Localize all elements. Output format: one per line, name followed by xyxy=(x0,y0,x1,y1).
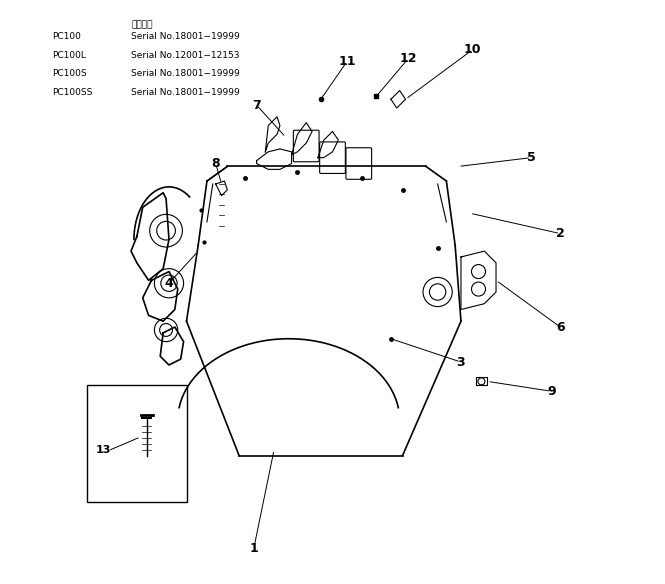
Text: 6: 6 xyxy=(556,321,565,333)
Text: PC100L: PC100L xyxy=(52,51,86,60)
Text: 13: 13 xyxy=(96,444,111,455)
Text: 12: 12 xyxy=(400,52,417,65)
Text: 適用号機: 適用号機 xyxy=(131,20,152,29)
Text: 5: 5 xyxy=(527,151,535,164)
Text: Serial No.18001−19999: Serial No.18001−19999 xyxy=(131,88,240,97)
Text: 7: 7 xyxy=(252,99,261,112)
Text: 10: 10 xyxy=(464,43,481,56)
Text: 11: 11 xyxy=(338,55,356,68)
Text: 4: 4 xyxy=(165,277,174,290)
Text: 1: 1 xyxy=(249,543,258,555)
Text: 2: 2 xyxy=(556,227,565,240)
Text: 3: 3 xyxy=(457,356,465,369)
Text: PC100S: PC100S xyxy=(52,69,87,78)
Text: 8: 8 xyxy=(211,157,220,170)
Text: 9: 9 xyxy=(547,385,556,398)
Text: Serial No.18001−19999: Serial No.18001−19999 xyxy=(131,69,240,78)
Text: PC100SS: PC100SS xyxy=(52,88,92,97)
Text: Serial No.18001−19999: Serial No.18001−19999 xyxy=(131,32,240,41)
Text: PC100: PC100 xyxy=(52,32,81,41)
Text: Serial No.12001−12153: Serial No.12001−12153 xyxy=(131,51,239,60)
